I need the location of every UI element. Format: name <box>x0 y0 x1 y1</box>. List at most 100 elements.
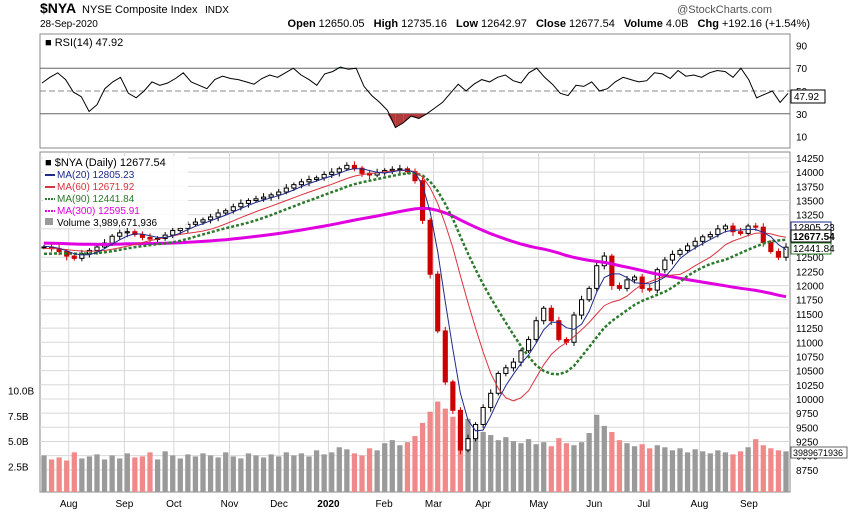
candle-body <box>533 320 539 340</box>
candle-body <box>253 198 259 202</box>
volume-bar <box>86 456 93 492</box>
chart-header: $NYA NYSE Composite Index INDX @StockCha… <box>40 0 810 30</box>
candle-body <box>548 307 554 322</box>
volume-bar <box>609 432 615 492</box>
candle-body <box>230 206 236 212</box>
x-tick-label: Dec <box>270 499 288 510</box>
candle-body <box>268 194 274 198</box>
volume-bar <box>139 456 146 492</box>
volume-bar <box>177 458 183 492</box>
candle-body <box>427 219 433 275</box>
candle-body <box>223 210 229 214</box>
candle-body <box>578 299 585 316</box>
candle-body <box>132 231 138 236</box>
volume-bar <box>154 459 161 492</box>
volume-bar <box>101 459 108 492</box>
legend-bg <box>43 156 188 228</box>
rsi-oversold-fill <box>411 113 419 119</box>
candle-body <box>715 228 721 236</box>
price-tick-label: 12000 <box>796 282 824 293</box>
volume-bar <box>541 442 547 492</box>
volume-bar <box>700 451 706 492</box>
volume-bar <box>71 452 77 492</box>
volume-bar <box>147 452 153 492</box>
candle-body <box>586 287 592 301</box>
candle-body <box>503 367 509 374</box>
candle-body <box>753 225 759 228</box>
volume-bar <box>374 450 380 492</box>
rsi-fills <box>332 67 427 128</box>
volume-bar <box>533 444 539 492</box>
candle-body <box>298 181 305 186</box>
candle-body <box>109 235 115 244</box>
candle-body <box>192 221 199 225</box>
volume-bar <box>162 451 168 492</box>
candle-body <box>594 265 600 289</box>
x-tick-label: Sep <box>740 499 758 510</box>
volume-tick-label: 5.0B <box>8 437 29 448</box>
rsi-tick-label: 90 <box>796 41 808 52</box>
volume-bar <box>647 448 653 492</box>
volume-bar <box>94 454 100 492</box>
candle-body <box>700 236 706 242</box>
price-tick-label: 9750 <box>796 409 819 420</box>
volume-bar <box>382 443 388 492</box>
volume-bar <box>465 418 471 492</box>
volume-bar <box>435 401 441 492</box>
volume-tick-label: 7.5B <box>8 412 29 423</box>
x-tick-label: Sep <box>115 499 133 510</box>
volume-bars <box>41 401 789 492</box>
volume-bar <box>495 440 501 492</box>
volume-bar <box>170 455 176 492</box>
candle-body <box>71 255 77 259</box>
volume-bar <box>389 440 395 492</box>
price-tick-label: 11500 <box>796 310 824 321</box>
price-legend: ■ $NYA (Daily) 12677.54 MA(20) 12805.23 … <box>43 156 188 229</box>
candle-body <box>647 287 653 291</box>
quote-open-label: Open <box>288 18 316 30</box>
x-tick-label: Feb <box>375 499 393 510</box>
volume-bar <box>488 435 494 492</box>
candle-body <box>238 202 244 208</box>
candle-body <box>329 171 335 175</box>
symbol: $NYA <box>40 0 76 16</box>
volume-bar <box>715 450 721 492</box>
volume-bar <box>737 451 744 492</box>
price-tick-label: 13250 <box>796 211 824 222</box>
candle-body <box>525 338 532 352</box>
price-tick-label: 9500 <box>796 423 819 434</box>
volume-bar <box>313 450 320 492</box>
rsi-tick-label: 30 <box>796 110 808 121</box>
candle-body <box>616 285 623 289</box>
x-tick-label: 2020 <box>317 499 340 510</box>
volume-bar <box>117 458 123 492</box>
volume-bar <box>215 457 221 492</box>
volume-bar <box>268 454 274 492</box>
candle-body <box>677 249 683 255</box>
ma90-badge <box>790 242 832 255</box>
candle-body <box>336 168 342 173</box>
volume-bar <box>230 456 236 492</box>
volume-bar <box>41 455 47 492</box>
candle-body <box>684 245 691 251</box>
candle-body <box>321 173 327 179</box>
candle-body <box>344 164 350 170</box>
volume-bar <box>56 457 62 492</box>
volume-bar <box>329 452 335 492</box>
x-tick-label: Aug <box>691 499 709 510</box>
rsi-line <box>41 66 789 129</box>
volume-bar <box>503 437 509 492</box>
candle-body <box>692 240 698 247</box>
price-tick-label: 10750 <box>796 352 824 363</box>
volume-bar <box>351 453 358 492</box>
candle-body <box>541 307 547 322</box>
volume-bar <box>594 414 600 492</box>
volume-bar <box>654 445 660 492</box>
rsi-legend: ■ RSI(14) 47.92 <box>45 37 123 49</box>
candle-body <box>419 180 426 221</box>
volume-bar <box>192 456 199 492</box>
ma300-line <box>43 206 787 299</box>
volume-bar <box>578 442 585 492</box>
price-tick-label: 13500 <box>796 197 824 208</box>
volume-bar <box>366 448 373 492</box>
